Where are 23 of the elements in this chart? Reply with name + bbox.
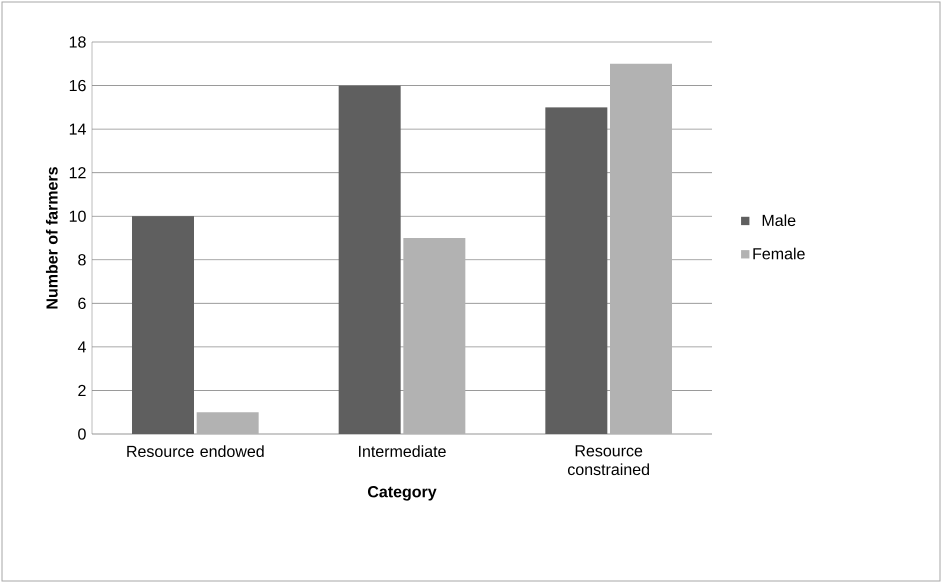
y-tick-label: 8 xyxy=(78,254,86,266)
legend-label: Female xyxy=(753,248,805,260)
bar xyxy=(610,64,672,434)
legend-label: Male xyxy=(762,214,796,226)
bar xyxy=(403,238,466,434)
y-tick-label: 16 xyxy=(70,80,86,92)
x-tick-label: Resource constrained xyxy=(568,445,649,476)
y-tick-label: 6 xyxy=(78,298,86,309)
bar xyxy=(196,412,259,434)
x-tick-label: Resource endowed xyxy=(127,445,264,458)
y-tick-label: 0 xyxy=(78,428,86,440)
y-tick-label: 10 xyxy=(70,210,86,222)
bar xyxy=(545,107,608,434)
bar xyxy=(338,86,401,434)
x-axis-title: Category xyxy=(368,486,437,501)
y-axis-title: Number of farmers xyxy=(46,167,58,309)
y-tick-label: 4 xyxy=(78,341,86,352)
y-tick-label: 12 xyxy=(70,167,86,178)
x-tick-label: Intermediate xyxy=(359,445,446,458)
y-tick-label: 18 xyxy=(70,36,86,48)
y-tick-label: 2 xyxy=(78,384,86,396)
y-tick-label: 14 xyxy=(70,124,86,135)
bar xyxy=(132,216,194,434)
